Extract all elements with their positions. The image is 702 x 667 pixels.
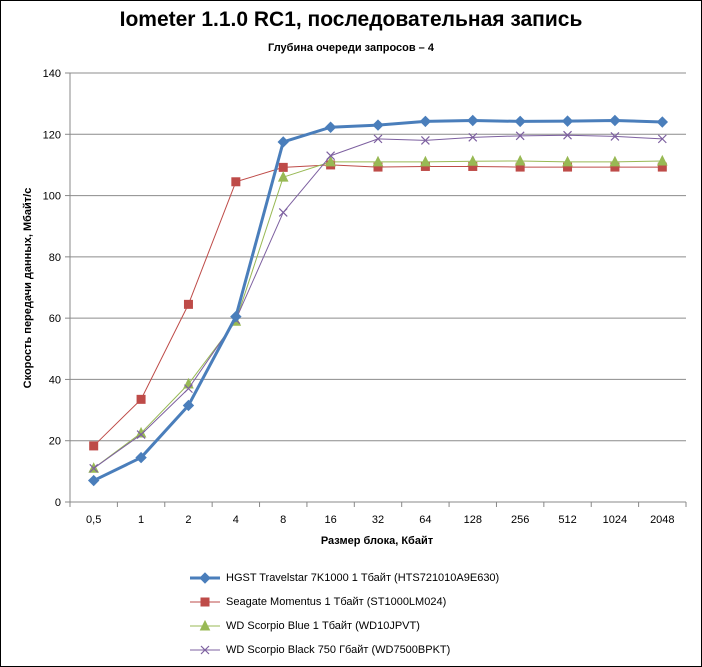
data-point	[183, 299, 193, 309]
data-point	[87, 474, 100, 487]
y-axis-title: Скорость передачи данных, Мбайт/с	[22, 188, 34, 389]
data-point	[467, 155, 479, 166]
data-point	[563, 130, 572, 140]
data-point	[326, 151, 336, 161]
x-tick-label: 4	[233, 514, 239, 526]
data-point	[136, 394, 146, 404]
data-point	[230, 310, 242, 323]
legend-swatch	[190, 597, 220, 607]
data-point	[277, 136, 289, 148]
data-point	[89, 441, 99, 451]
x-tick-label: 256	[511, 514, 529, 526]
x-tick-label: 2	[185, 514, 191, 526]
series-0	[87, 114, 669, 487]
data-point	[419, 115, 432, 128]
series-line	[93, 118, 663, 482]
legend-item: WD Scorpio Blue 1 Тбайт (WD10JPVT)	[190, 614, 570, 638]
legend-label: WD Scorpio Blue 1 Тбайт (WD10JPVT)	[226, 620, 420, 632]
series-2	[88, 154, 668, 473]
data-point	[89, 463, 99, 473]
line-chart: 0 20 40 60 80 100 120 140 0,5 1 2 4 8 16 32 64 128 256 51…	[22, 68, 687, 547]
data-point	[135, 451, 147, 464]
chart-title: Iometer 1.1.0 RC1, последовательная запи…	[119, 8, 583, 31]
legend-item: WD Scorpio Black 750 Гбайт (WD7500BPKT)	[190, 638, 570, 662]
grid-lines	[65, 72, 687, 507]
data-point	[420, 155, 431, 167]
legend-label: WD Scorpio Black 750 Гбайт (WD7500BPKT)	[226, 644, 451, 656]
series-line	[93, 160, 663, 469]
data-point	[200, 597, 210, 607]
series-layer	[87, 114, 669, 487]
data-point	[200, 645, 210, 655]
x-tick-label: 1	[138, 514, 144, 526]
data-point	[656, 154, 668, 166]
y-tick-label: 0	[55, 497, 61, 509]
legend-swatch	[190, 645, 220, 655]
legend-item: HGST Travelstar 7K1000 1 Тбайт (HTS72101…	[190, 566, 570, 590]
x-tick-label: 128	[464, 514, 482, 526]
legend-label: HGST Travelstar 7K1000 1 Тбайт (HTS72101…	[226, 572, 500, 584]
y-tick-label: 20	[49, 436, 61, 448]
data-point	[278, 162, 288, 172]
data-point	[324, 121, 337, 133]
data-point	[184, 384, 193, 394]
x-tick-label: 2048	[650, 514, 674, 526]
data-point	[199, 572, 211, 584]
data-point	[420, 135, 430, 145]
y-tick-label: 100	[43, 191, 61, 203]
y-tick-label: 40	[49, 374, 61, 386]
data-point	[372, 119, 384, 131]
y-tick-label: 80	[49, 252, 61, 264]
chart-subtitle: Глубина очереди запросов – 4	[268, 42, 434, 54]
legend-item: Seagate Momentus 1 Тбайт (ST1000LM024)	[190, 590, 570, 614]
x-tick-label: 32	[372, 514, 384, 526]
data-point	[514, 115, 526, 128]
legend-label: Seagate Momentus 1 Тбайт (ST1000LM024)	[226, 596, 447, 608]
legend: HGST Travelstar 7K1000 1 Тбайт (HTS72101…	[190, 566, 570, 662]
data-point	[231, 177, 241, 187]
y-tick-labels: 0 20 40 60 80 100 120 140	[43, 68, 61, 509]
series-3	[89, 130, 667, 473]
series-line	[93, 164, 663, 447]
x-tick-label: 0,5	[86, 514, 101, 526]
series-line	[93, 134, 663, 469]
x-tick-label: 64	[419, 514, 431, 526]
data-point	[136, 430, 146, 440]
series-1	[89, 160, 667, 451]
data-point	[467, 114, 479, 127]
x-tick-label: 8	[280, 514, 286, 526]
x-tick-label: 16	[324, 514, 336, 526]
data-point	[514, 154, 526, 166]
data-point	[373, 134, 383, 144]
legend-swatch	[190, 572, 220, 584]
data-point	[656, 116, 669, 128]
x-axis-title: Размер блока, Кбайт	[321, 535, 434, 547]
x-tick-labels: 0,5 1 2 4 8 16 32 64 128 256 512 1024 2048	[86, 514, 675, 526]
data-point	[562, 155, 573, 167]
data-point	[657, 134, 667, 144]
data-point	[561, 115, 574, 127]
data-point	[277, 171, 289, 182]
data-point	[372, 155, 384, 167]
x-tick-label: 512	[558, 514, 576, 526]
data-point	[609, 114, 621, 127]
x-tick-label: 1024	[603, 514, 627, 526]
data-point	[468, 132, 478, 142]
data-point	[515, 131, 525, 141]
data-point	[182, 399, 195, 412]
legend-swatch	[190, 620, 220, 631]
y-tick-label: 140	[43, 68, 61, 80]
data-point	[325, 155, 336, 167]
data-point	[610, 132, 620, 141]
y-tick-label: 120	[43, 129, 61, 141]
data-point	[278, 208, 288, 217]
y-tick-label: 60	[49, 313, 61, 325]
data-point	[199, 620, 211, 631]
data-point	[609, 155, 621, 167]
